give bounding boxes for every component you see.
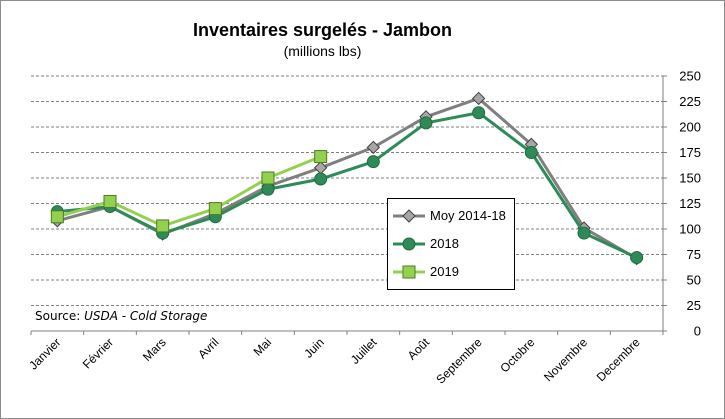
source-prefix: Source: [35,309,85,323]
data-point-square [156,219,170,233]
series-line [57,111,638,259]
data-point-diamond [366,140,381,155]
data-point-square [103,194,117,208]
y-tick-label: 250 [679,69,701,84]
x-tick-label: Novembre [541,335,590,384]
chart-title: Inventaires surgelés - Jambon [192,20,453,40]
series-1 [50,106,644,265]
x-tick-label: Juillet [348,335,380,367]
x-tick-label: Février [80,335,116,371]
data-point-diamond [471,91,486,106]
data-point-square [50,210,64,224]
grid-layer [31,75,663,306]
chart-subtitle: (millions lbs) [283,43,362,59]
x-tick-label: Juin [301,335,326,360]
y-tick-label: 100 [679,222,701,237]
data-point-circle [314,172,328,186]
data-point-circle [577,226,591,240]
y-tick-label: 50 [687,273,701,288]
series-line [56,155,322,228]
data-point-square [208,202,222,216]
data-point-circle [419,116,433,130]
legend-label: 2018 [430,236,459,251]
data-point-circle [630,251,644,265]
source-text: USDA - Cold Storage [84,309,208,323]
y-tick-label: 150 [679,171,701,186]
y-tick-label: 125 [679,196,701,211]
source-note: Source: USDA - Cold Storage [35,309,207,323]
legend-marker-circle [393,237,425,251]
x-tick-label: Avril [195,335,221,361]
x-tick-label: Mai [251,335,275,359]
y-tick-label: 0 [694,324,701,339]
y-tick-label: 225 [679,94,701,109]
legend: Moy 2014-18 2018 2019 [387,198,515,290]
legend-marker-diamond [393,209,425,223]
data-point-diamond [313,161,328,175]
data-point-square [314,150,328,164]
data-point-circle [524,146,538,159]
x-tick-label: Septembre [433,335,485,387]
y-tick-label: 75 [687,247,701,262]
legend-label: Moy 2014-18 [430,208,506,223]
y-tick-label: 175 [679,145,701,160]
legend-item-2019: 2019 [392,261,512,283]
x-tick-label: Mars [140,335,169,364]
data-point-circle [366,155,380,169]
x-tick-label: Octobre [497,335,537,375]
axis-layer: 0 25 50 75 100 125 150 175 200 225 250 Janvier Févri… [26,69,701,387]
data-point-circle [472,106,486,120]
x-tick-label: Janvier [26,335,63,372]
legend-item-2018: 2018 [392,233,512,255]
series-layer [50,91,644,266]
x-tick-label: Decembre [594,335,643,384]
series-0 [50,91,644,266]
series-2 [50,150,328,233]
legend-item-moy: Moy 2014-18 [392,205,512,227]
y-tick-label: 200 [679,120,701,135]
legend-label: 2019 [430,264,459,279]
x-tick-label: Août [405,335,433,363]
data-point-square [261,171,275,185]
y-tick-label: 25 [687,298,701,313]
legend-marker-square [393,265,425,279]
data-point-circle [261,182,275,196]
